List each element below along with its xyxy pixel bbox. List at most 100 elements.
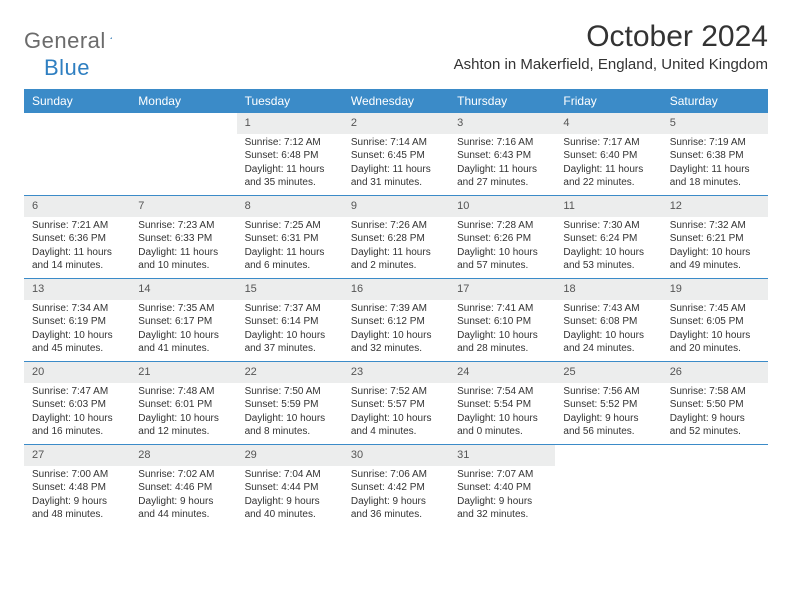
sunrise-text: Sunrise: 7:56 AM (563, 385, 653, 399)
day-detail: Sunrise: 7:35 AMSunset: 6:17 PMDaylight:… (130, 300, 236, 360)
daylight-text: Daylight: 10 hours and 37 minutes. (245, 329, 335, 356)
day-detail: Sunrise: 7:45 AMSunset: 6:05 PMDaylight:… (662, 300, 768, 360)
day-detail: Sunrise: 7:41 AMSunset: 6:10 PMDaylight:… (449, 300, 555, 360)
day-number: 22 (237, 362, 343, 383)
sunset-text: Sunset: 6:01 PM (138, 398, 228, 412)
day-number: 9 (343, 196, 449, 217)
day-detail: Sunrise: 7:04 AMSunset: 4:44 PMDaylight:… (237, 466, 343, 526)
day-number: 31 (449, 445, 555, 466)
daylight-text: Daylight: 10 hours and 16 minutes. (32, 412, 122, 439)
sunrise-text: Sunrise: 7:30 AM (563, 219, 653, 233)
daylight-text: Daylight: 9 hours and 32 minutes. (457, 495, 547, 522)
calendar-cell: 2Sunrise: 7:14 AMSunset: 6:45 PMDaylight… (343, 113, 449, 195)
daylight-text: Daylight: 9 hours and 48 minutes. (32, 495, 122, 522)
day-number: 10 (449, 196, 555, 217)
sunrise-text: Sunrise: 7:14 AM (351, 136, 441, 150)
calendar-cell: 7Sunrise: 7:23 AMSunset: 6:33 PMDaylight… (130, 196, 236, 278)
calendar-cell: 28Sunrise: 7:02 AMSunset: 4:46 PMDayligh… (130, 445, 236, 527)
sunrise-text: Sunrise: 7:07 AM (457, 468, 547, 482)
day-detail: Sunrise: 7:32 AMSunset: 6:21 PMDaylight:… (662, 217, 768, 277)
sunset-text: Sunset: 6:17 PM (138, 315, 228, 329)
day-detail: Sunrise: 7:54 AMSunset: 5:54 PMDaylight:… (449, 383, 555, 443)
daylight-text: Daylight: 11 hours and 35 minutes. (245, 163, 335, 190)
daylight-text: Daylight: 10 hours and 53 minutes. (563, 246, 653, 273)
daylight-text: Daylight: 11 hours and 22 minutes. (563, 163, 653, 190)
sunset-text: Sunset: 5:50 PM (670, 398, 760, 412)
day-number: 14 (130, 279, 236, 300)
sunset-text: Sunset: 6:21 PM (670, 232, 760, 246)
day-number: 12 (662, 196, 768, 217)
calendar-cell: 8Sunrise: 7:25 AMSunset: 6:31 PMDaylight… (237, 196, 343, 278)
sunset-text: Sunset: 6:43 PM (457, 149, 547, 163)
sunrise-text: Sunrise: 7:54 AM (457, 385, 547, 399)
day-number: 21 (130, 362, 236, 383)
calendar-week: 27Sunrise: 7:00 AMSunset: 4:48 PMDayligh… (24, 444, 768, 527)
calendar-cell: 4Sunrise: 7:17 AMSunset: 6:40 PMDaylight… (555, 113, 661, 195)
logo-word2: Blue (26, 55, 90, 80)
sunrise-text: Sunrise: 7:23 AM (138, 219, 228, 233)
sunset-text: Sunset: 6:05 PM (670, 315, 760, 329)
day-detail: Sunrise: 7:14 AMSunset: 6:45 PMDaylight:… (343, 134, 449, 194)
calendar-cell (130, 113, 236, 195)
day-detail: Sunrise: 7:28 AMSunset: 6:26 PMDaylight:… (449, 217, 555, 277)
calendar-cell: 12Sunrise: 7:32 AMSunset: 6:21 PMDayligh… (662, 196, 768, 278)
calendar-cell: 15Sunrise: 7:37 AMSunset: 6:14 PMDayligh… (237, 279, 343, 361)
day-detail: Sunrise: 7:25 AMSunset: 6:31 PMDaylight:… (237, 217, 343, 277)
sunrise-text: Sunrise: 7:04 AM (245, 468, 335, 482)
sunset-text: Sunset: 6:36 PM (32, 232, 122, 246)
day-number: 30 (343, 445, 449, 466)
calendar-cell: 16Sunrise: 7:39 AMSunset: 6:12 PMDayligh… (343, 279, 449, 361)
sunrise-text: Sunrise: 7:52 AM (351, 385, 441, 399)
day-header: Monday (130, 89, 236, 113)
daylight-text: Daylight: 11 hours and 18 minutes. (670, 163, 760, 190)
calendar-cell: 6Sunrise: 7:21 AMSunset: 6:36 PMDaylight… (24, 196, 130, 278)
daylight-text: Daylight: 10 hours and 45 minutes. (32, 329, 122, 356)
day-number: 20 (24, 362, 130, 383)
day-number: 17 (449, 279, 555, 300)
sunset-text: Sunset: 4:46 PM (138, 481, 228, 495)
day-detail: Sunrise: 7:48 AMSunset: 6:01 PMDaylight:… (130, 383, 236, 443)
calendar-cell: 31Sunrise: 7:07 AMSunset: 4:40 PMDayligh… (449, 445, 555, 527)
sunrise-text: Sunrise: 7:12 AM (245, 136, 335, 150)
logo-word1: General (24, 28, 106, 54)
sunset-text: Sunset: 6:12 PM (351, 315, 441, 329)
day-header: Tuesday (237, 89, 343, 113)
sunset-text: Sunset: 6:08 PM (563, 315, 653, 329)
sunrise-text: Sunrise: 7:50 AM (245, 385, 335, 399)
calendar-cell: 17Sunrise: 7:41 AMSunset: 6:10 PMDayligh… (449, 279, 555, 361)
day-number: 11 (555, 196, 661, 217)
sunrise-text: Sunrise: 7:37 AM (245, 302, 335, 316)
daylight-text: Daylight: 10 hours and 0 minutes. (457, 412, 547, 439)
day-detail: Sunrise: 7:19 AMSunset: 6:38 PMDaylight:… (662, 134, 768, 194)
day-detail: Sunrise: 7:43 AMSunset: 6:08 PMDaylight:… (555, 300, 661, 360)
sunrise-text: Sunrise: 7:45 AM (670, 302, 760, 316)
day-detail: Sunrise: 7:26 AMSunset: 6:28 PMDaylight:… (343, 217, 449, 277)
sunrise-text: Sunrise: 7:47 AM (32, 385, 122, 399)
calendar-cell: 11Sunrise: 7:30 AMSunset: 6:24 PMDayligh… (555, 196, 661, 278)
calendar-week: 20Sunrise: 7:47 AMSunset: 6:03 PMDayligh… (24, 361, 768, 444)
sunset-text: Sunset: 6:48 PM (245, 149, 335, 163)
sunset-text: Sunset: 6:40 PM (563, 149, 653, 163)
sunset-text: Sunset: 4:44 PM (245, 481, 335, 495)
day-number: 19 (662, 279, 768, 300)
daylight-text: Daylight: 9 hours and 52 minutes. (670, 412, 760, 439)
day-detail: Sunrise: 7:21 AMSunset: 6:36 PMDaylight:… (24, 217, 130, 277)
day-number: 24 (449, 362, 555, 383)
day-detail: Sunrise: 7:07 AMSunset: 4:40 PMDaylight:… (449, 466, 555, 526)
daylight-text: Daylight: 9 hours and 44 minutes. (138, 495, 228, 522)
day-number: 15 (237, 279, 343, 300)
calendar-cell (662, 445, 768, 527)
day-number: 2 (343, 113, 449, 134)
day-number: 4 (555, 113, 661, 134)
sunset-text: Sunset: 4:42 PM (351, 481, 441, 495)
sunset-text: Sunset: 4:40 PM (457, 481, 547, 495)
day-header: Wednesday (343, 89, 449, 113)
calendar-cell: 18Sunrise: 7:43 AMSunset: 6:08 PMDayligh… (555, 279, 661, 361)
sunset-text: Sunset: 6:28 PM (351, 232, 441, 246)
day-detail: Sunrise: 7:17 AMSunset: 6:40 PMDaylight:… (555, 134, 661, 194)
day-header: Saturday (662, 89, 768, 113)
daylight-text: Daylight: 10 hours and 20 minutes. (670, 329, 760, 356)
calendar-cell: 24Sunrise: 7:54 AMSunset: 5:54 PMDayligh… (449, 362, 555, 444)
sunrise-text: Sunrise: 7:39 AM (351, 302, 441, 316)
day-detail: Sunrise: 7:56 AMSunset: 5:52 PMDaylight:… (555, 383, 661, 443)
